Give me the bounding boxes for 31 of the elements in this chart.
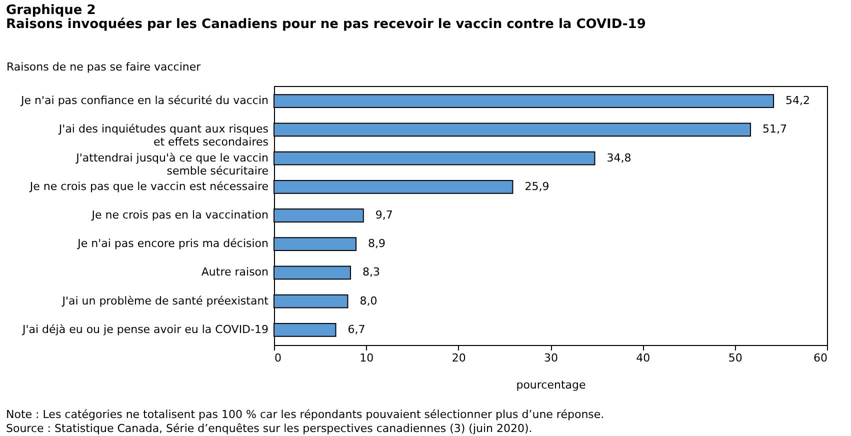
data-label: 54,2 (786, 94, 810, 108)
y-tick-label: Je n'ai pas confiance en la sécurité du vaccin (20, 94, 269, 108)
data-label: 34,8 (606, 151, 632, 164)
data-label: 25,9 (524, 180, 550, 193)
x-tick-label: 60 (814, 352, 828, 364)
x-tick-label: 10 (360, 352, 374, 364)
data-label: 9,7 (375, 208, 393, 222)
data-label: 8,0 (360, 294, 378, 308)
text: Graphique 2 (6, 3, 96, 18)
data-label: 8,9 (368, 237, 386, 250)
x-axis-title: pourcentage (516, 378, 586, 392)
source-note: Source : Statistique Canada, Série d’enquêtes sur les perspectives canadiennes (3) (juin 2020). (6, 422, 534, 436)
x-tick-label: 50 (728, 352, 742, 364)
x-tick-label: 30 (544, 352, 558, 364)
y-axis-title: Raisons de ne pas se faire vacciner (6, 60, 202, 74)
y-tick-label: J'attendrai jusqu'à ce que le vaccin semble sécuritaire (75, 151, 269, 178)
x-tick-label: 40 (636, 352, 650, 364)
text: Note : Les catégories ne totalisent pas 100 % car les répondants pouvaient sélectionner plus d’une réponse. (6, 408, 606, 422)
y-tick-label: Je n'ai pas encore pris ma décision (76, 237, 269, 250)
x-tick-label: 0 (274, 352, 282, 364)
y-tick-label: J'ai déjà eu ou je pense avoir eu la COVID-19 (21, 322, 268, 336)
data-label: 51,7 (762, 122, 787, 136)
chart-subtitle: Raisons invoquées par les Canadiens pour ne pas recevoir le vaccin contre la COVID-19 (6, 17, 646, 32)
y-tick-label: J'ai un problème de santé préexistant (61, 294, 270, 308)
y-tick-label: Je ne crois pas que le vaccin est nécessaire (28, 180, 269, 193)
y-tick-label: Autre raison (201, 266, 269, 279)
data-label: 8,3 (362, 266, 380, 279)
x-tick-label: 20 (452, 352, 466, 364)
y-tick-label: Je ne crois pas en la vaccination (90, 208, 269, 222)
y-tick-label: J'ai des inquiétudes quant aux risques et effets secondaires (58, 122, 269, 149)
data-label: 6,7 (348, 322, 366, 336)
